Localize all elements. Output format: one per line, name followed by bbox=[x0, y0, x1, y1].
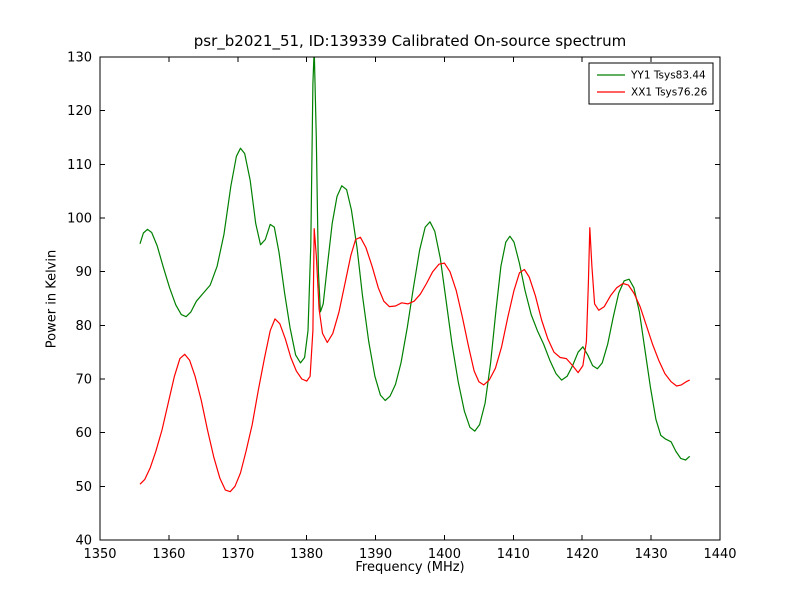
x-tick-label: 1420 bbox=[566, 547, 599, 562]
series-line-2 bbox=[139, 227, 690, 493]
x-tick-label: 1400 bbox=[428, 547, 461, 562]
y-tick-label: 60 bbox=[75, 426, 92, 441]
y-tick-label: 80 bbox=[75, 319, 92, 334]
x-tick-label: 1430 bbox=[635, 547, 668, 562]
y-tick-label: 100 bbox=[67, 212, 92, 227]
legend-box bbox=[588, 62, 714, 105]
x-tick-label: 1380 bbox=[290, 547, 323, 562]
x-tick-label: 1410 bbox=[497, 547, 530, 562]
y-tick-label: 120 bbox=[67, 104, 92, 119]
x-tick-label: 1360 bbox=[152, 547, 185, 562]
x-tick-label: 1370 bbox=[221, 547, 254, 562]
y-tick-label: 130 bbox=[67, 51, 92, 66]
legend: YY1 Tsys83.44 XX1 Tsys76.26 bbox=[588, 62, 714, 105]
y-tick-label: 40 bbox=[75, 534, 92, 549]
legend-item-label: XX1 Tsys76.26 bbox=[631, 87, 708, 99]
x-tick-label: 1390 bbox=[359, 547, 392, 562]
y-tick-label: 50 bbox=[75, 480, 92, 495]
chart-title: psr_b2021_51, ID:139339 Calibrated On-so… bbox=[193, 32, 627, 50]
plot-series bbox=[139, 57, 691, 493]
axis-ticks bbox=[99, 56, 721, 541]
plot-frame bbox=[99, 56, 721, 541]
y-axis-label: Power in Kelvin bbox=[44, 249, 60, 349]
series-line-1 bbox=[139, 57, 691, 461]
x-tick-label: 1440 bbox=[703, 547, 736, 562]
y-tick-label: 70 bbox=[75, 373, 92, 388]
x-tick-label: 1350 bbox=[83, 547, 116, 562]
y-tick-label: 110 bbox=[67, 158, 92, 173]
tick-labels: 1350 1360 1370 1380 1390 1400 1410 1420 1430 1440… bbox=[67, 51, 736, 563]
y-tick-label: 90 bbox=[75, 265, 92, 280]
x-axis-label: Frequency (MHz) bbox=[355, 560, 465, 575]
legend-item-label: YY1 Tsys83.44 bbox=[630, 70, 706, 82]
